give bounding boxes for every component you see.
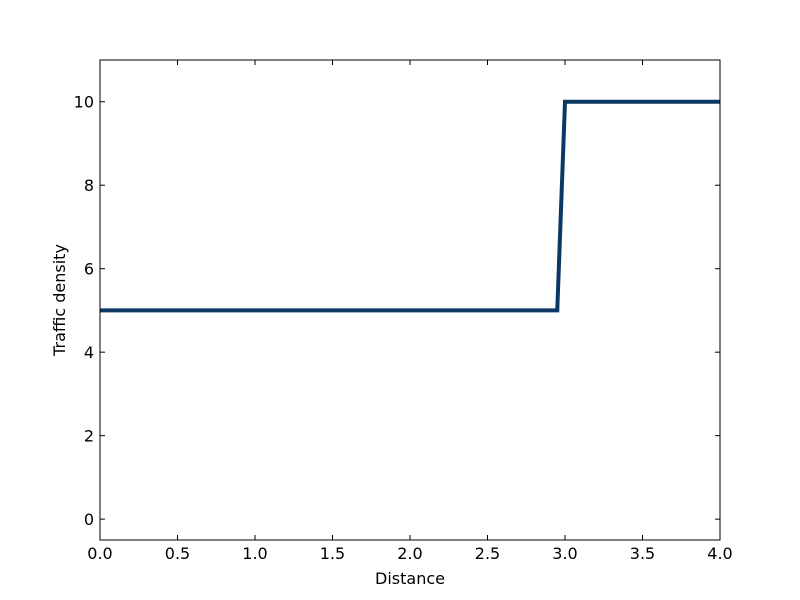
x-tick-label: 2.5 — [475, 544, 500, 563]
y-tick-label: 8 — [84, 176, 94, 195]
x-tick-label: 0.0 — [87, 544, 112, 563]
y-tick-label: 0 — [84, 510, 94, 529]
x-tick-label: 0.5 — [165, 544, 190, 563]
y-tick-label: 6 — [84, 260, 94, 279]
tick-labels: 0.0 0.5 1.0 1.5 2.0 2.5 3.0 3.5 4.0 0 2 4 6 8 10 — [74, 93, 733, 563]
y-tick-label: 4 — [84, 343, 94, 362]
y-tick-label: 2 — [84, 427, 94, 446]
x-tick-label: 1.0 — [242, 544, 267, 563]
x-axis-label: Distance — [375, 569, 445, 588]
series-layer — [100, 99, 720, 313]
plot-frame — [99, 59, 721, 541]
x-tick-label: 4.0 — [707, 544, 732, 563]
x-tick-label: 1.5 — [320, 544, 345, 563]
x-tick-label: 3.5 — [630, 544, 655, 563]
series-line-0 — [100, 99, 720, 313]
y-axis-label: Traffic density — [50, 244, 69, 357]
x-tick-label: 2.0 — [397, 544, 422, 563]
ticks — [99, 60, 721, 540]
x-tick-label: 3.0 — [552, 544, 577, 563]
plot-area — [100, 60, 720, 540]
y-tick-label: 10 — [74, 93, 94, 112]
